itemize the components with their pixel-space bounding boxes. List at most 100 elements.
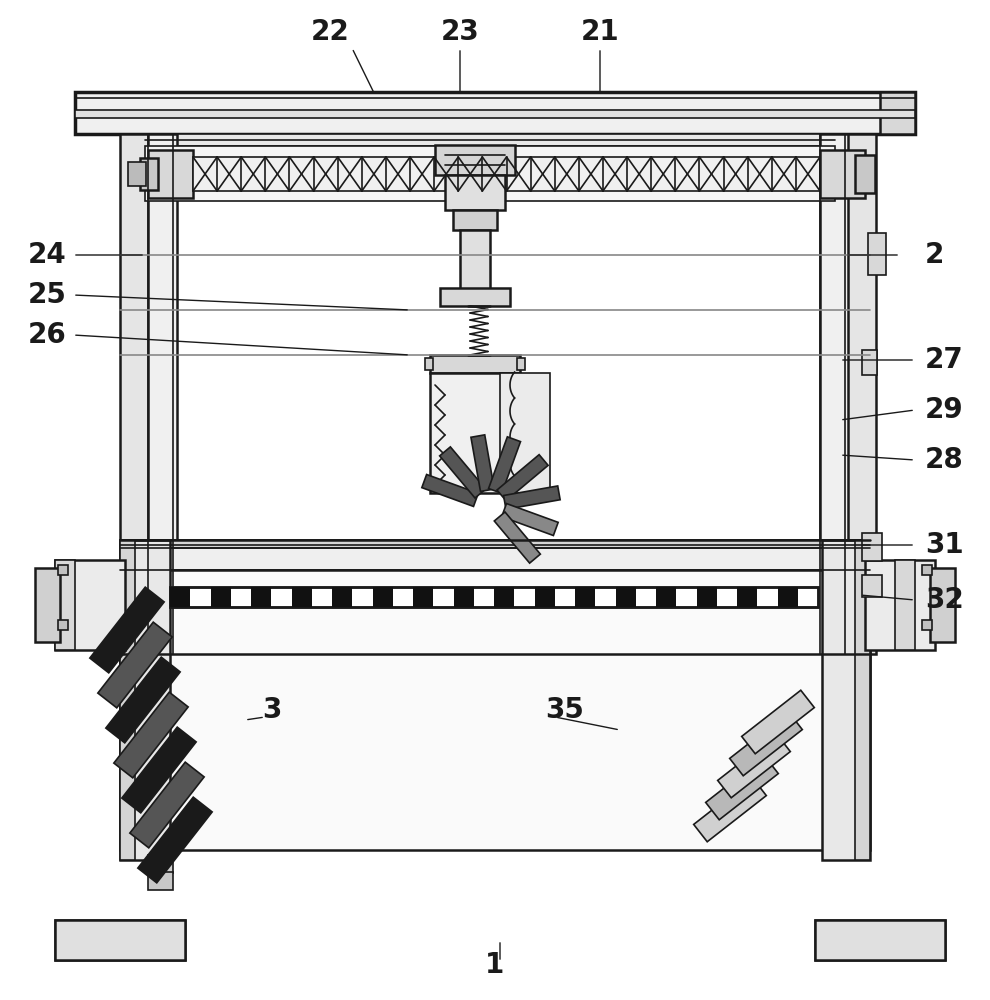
Bar (822, 540, 870, 860)
Bar (140, 158, 158, 190)
Text: 35: 35 (545, 696, 584, 724)
Polygon shape (211, 587, 231, 607)
Bar (120, 570, 870, 850)
Text: 23: 23 (441, 18, 479, 46)
Bar (145, 134, 177, 654)
Polygon shape (616, 587, 636, 607)
Bar (922, 565, 932, 575)
Polygon shape (742, 690, 815, 754)
Bar (430, 355, 520, 373)
Bar (128, 162, 146, 186)
Bar (820, 150, 865, 198)
Bar (55, 560, 75, 650)
Polygon shape (138, 797, 212, 883)
Bar (120, 540, 135, 860)
Bar (862, 533, 882, 561)
Polygon shape (90, 587, 164, 673)
Bar (58, 565, 68, 575)
Polygon shape (471, 435, 494, 491)
Polygon shape (251, 587, 271, 607)
Bar (500, 373, 550, 493)
Polygon shape (502, 504, 558, 536)
Polygon shape (122, 727, 196, 813)
Bar (445, 175, 505, 210)
Bar (120, 540, 170, 860)
Polygon shape (497, 455, 548, 501)
Bar (930, 568, 955, 642)
Polygon shape (372, 587, 393, 607)
Text: 24: 24 (28, 241, 66, 269)
Polygon shape (440, 447, 486, 498)
Bar (517, 358, 525, 370)
Polygon shape (730, 712, 802, 776)
Bar (460, 230, 490, 290)
Bar (440, 288, 510, 306)
Bar (120, 540, 870, 570)
Bar (170, 587, 818, 607)
Bar (425, 358, 433, 370)
Bar (148, 872, 173, 890)
Polygon shape (706, 756, 778, 820)
Bar (815, 920, 945, 960)
Bar (435, 145, 515, 175)
Polygon shape (535, 587, 554, 607)
Bar (35, 568, 60, 642)
Polygon shape (422, 474, 478, 506)
Bar (170, 587, 818, 607)
Bar (868, 233, 886, 275)
Bar (922, 620, 932, 630)
Bar (55, 560, 125, 650)
Bar (58, 620, 68, 630)
Polygon shape (114, 692, 188, 778)
Polygon shape (291, 587, 312, 607)
Text: 1: 1 (485, 951, 505, 979)
Bar (120, 540, 870, 548)
Bar (55, 920, 185, 960)
Text: 22: 22 (311, 18, 349, 46)
Bar (862, 575, 882, 597)
Bar (193, 157, 820, 191)
Text: 31: 31 (925, 531, 963, 559)
Polygon shape (98, 622, 172, 708)
Polygon shape (694, 778, 766, 842)
Polygon shape (413, 587, 434, 607)
Polygon shape (106, 657, 180, 743)
Bar (145, 146, 835, 201)
Bar (880, 92, 915, 134)
Polygon shape (777, 587, 798, 607)
Bar (815, 920, 945, 960)
Polygon shape (170, 587, 190, 607)
Polygon shape (656, 587, 676, 607)
Polygon shape (504, 486, 560, 509)
Bar (148, 150, 193, 198)
Bar (75, 110, 915, 118)
Text: 27: 27 (925, 346, 963, 374)
Text: 2: 2 (925, 241, 944, 269)
Bar (855, 155, 875, 193)
Bar (75, 92, 915, 134)
Text: 28: 28 (925, 446, 963, 474)
Text: 25: 25 (28, 281, 67, 309)
Polygon shape (488, 437, 521, 493)
Bar (120, 134, 148, 654)
Bar (820, 134, 852, 654)
Polygon shape (130, 762, 204, 848)
Polygon shape (453, 587, 474, 607)
Text: 29: 29 (925, 396, 963, 424)
Bar (148, 855, 173, 873)
Bar (855, 540, 870, 860)
Text: 26: 26 (28, 321, 66, 349)
Bar (865, 560, 935, 650)
Text: 21: 21 (581, 18, 620, 46)
Text: 32: 32 (925, 586, 963, 614)
Bar (430, 373, 520, 493)
Bar (55, 920, 185, 960)
Polygon shape (737, 587, 757, 607)
Polygon shape (718, 734, 790, 798)
Bar (862, 350, 877, 375)
Polygon shape (494, 587, 514, 607)
Polygon shape (697, 587, 717, 607)
Polygon shape (332, 587, 352, 607)
Bar (895, 560, 915, 650)
Bar (453, 210, 497, 230)
